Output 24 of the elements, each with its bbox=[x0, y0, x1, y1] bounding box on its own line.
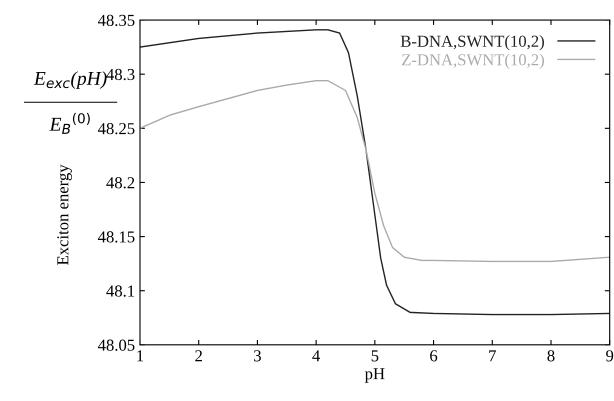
x-tick-label: 7 bbox=[489, 350, 496, 362]
legend-label: B-DNA,SWNT(10,2) bbox=[400, 35, 544, 50]
y-tick-label: 48.15 bbox=[98, 231, 134, 243]
y-tick-label: 48.25 bbox=[98, 123, 134, 134]
legend-label: Z-DNA,SWNT(10,2) bbox=[402, 54, 544, 69]
line-series bbox=[140, 29, 610, 316]
text: E$_{exc}$(pH) bbox=[34, 71, 107, 89]
y-tick-label: 48.35 bbox=[98, 14, 134, 26]
y-tick-label: 48.05 bbox=[98, 340, 134, 351]
x-tick-label: 1 bbox=[137, 350, 144, 362]
x-tick-label: 3 bbox=[254, 350, 261, 362]
text: E$_{B}$$^{(0)}$ bbox=[49, 112, 90, 134]
x-tick-label: 8 bbox=[547, 350, 555, 362]
x-tick-label: 2 bbox=[195, 350, 202, 362]
x-axis-title: pH bbox=[364, 368, 385, 383]
y-axis-title: Exciton energy bbox=[57, 164, 72, 265]
x-tick-label: 5 bbox=[372, 350, 378, 362]
y-tick-label: 48.2 bbox=[106, 177, 134, 188]
line-series bbox=[140, 80, 610, 262]
y-tick-label: 48.3 bbox=[106, 68, 134, 80]
x-tick-label: 9 bbox=[606, 350, 614, 362]
x-tick-label: 4 bbox=[312, 350, 320, 362]
x-tick-label: 6 bbox=[430, 350, 438, 362]
y-tick-label: 48.1 bbox=[106, 285, 134, 297]
